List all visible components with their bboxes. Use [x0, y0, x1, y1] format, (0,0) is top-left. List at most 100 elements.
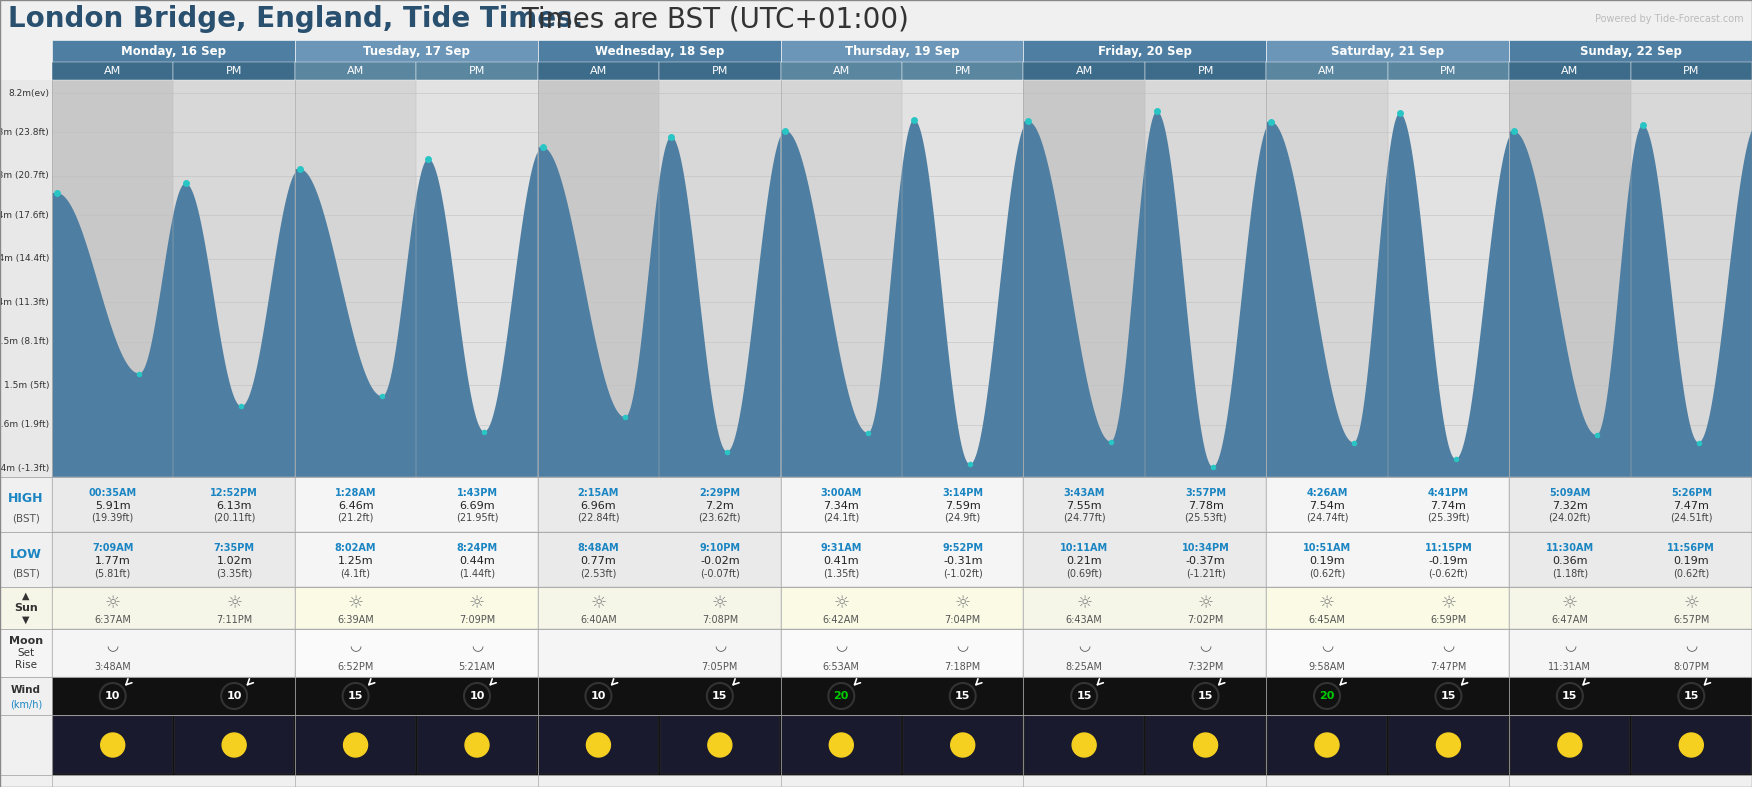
- Text: 7:08PM: 7:08PM: [703, 615, 738, 625]
- Text: 10:34PM: 10:34PM: [1181, 543, 1230, 553]
- Text: ◡: ◡: [1077, 639, 1090, 652]
- Bar: [53, 587, 294, 629]
- Text: ◡: ◡: [1565, 639, 1575, 652]
- Text: ◡: ◡: [1442, 639, 1454, 652]
- Polygon shape: [296, 152, 538, 477]
- Text: 0.36m: 0.36m: [1552, 556, 1587, 566]
- Text: ☼: ☼: [1319, 594, 1335, 612]
- Bar: [294, 532, 538, 587]
- Circle shape: [1558, 733, 1582, 757]
- Bar: [1144, 62, 1267, 80]
- Bar: [53, 629, 294, 677]
- Text: 3.4m (11.3ft): 3.4m (11.3ft): [0, 298, 49, 307]
- Text: 1:43PM: 1:43PM: [457, 488, 498, 498]
- Text: PM: PM: [955, 66, 971, 76]
- Circle shape: [100, 733, 124, 757]
- Text: 9:31AM: 9:31AM: [820, 543, 862, 553]
- Bar: [1023, 80, 1144, 477]
- Circle shape: [223, 733, 245, 757]
- Bar: [781, 62, 902, 80]
- FancyBboxPatch shape: [661, 716, 780, 774]
- FancyBboxPatch shape: [538, 716, 659, 774]
- Circle shape: [706, 683, 732, 709]
- Text: Monday, 16 Sep: Monday, 16 Sep: [121, 45, 226, 57]
- Text: AM: AM: [1076, 66, 1093, 76]
- Text: (1.44ft): (1.44ft): [459, 568, 496, 578]
- Bar: [1267, 62, 1388, 80]
- Text: (1.35ft): (1.35ft): [823, 568, 860, 578]
- Text: (-0.62ft): (-0.62ft): [1428, 568, 1468, 578]
- Text: PM: PM: [1684, 66, 1699, 76]
- Text: (24.1ft): (24.1ft): [823, 513, 860, 523]
- Text: ☼: ☼: [711, 594, 727, 612]
- Bar: [0, 677, 53, 715]
- Bar: [294, 715, 538, 775]
- Bar: [1267, 677, 1508, 715]
- Bar: [53, 40, 294, 62]
- Text: (1.18ft): (1.18ft): [1552, 568, 1587, 578]
- Text: 7:09PM: 7:09PM: [459, 615, 496, 625]
- Bar: [1267, 80, 1388, 477]
- Text: 7:32PM: 7:32PM: [1188, 662, 1223, 672]
- Circle shape: [1435, 683, 1461, 709]
- Text: 15: 15: [711, 691, 727, 701]
- Bar: [53, 80, 173, 477]
- Bar: [173, 80, 294, 477]
- Text: 6.13m: 6.13m: [217, 501, 252, 511]
- Bar: [1023, 715, 1267, 775]
- Text: 7.55m: 7.55m: [1067, 501, 1102, 511]
- Circle shape: [343, 683, 368, 709]
- Bar: [1631, 62, 1752, 80]
- Text: 5:21AM: 5:21AM: [459, 662, 496, 672]
- Text: 15: 15: [1076, 691, 1091, 701]
- Text: ☼: ☼: [1198, 594, 1214, 612]
- FancyBboxPatch shape: [1267, 716, 1388, 774]
- Text: 11:15PM: 11:15PM: [1424, 543, 1472, 553]
- Bar: [1631, 80, 1752, 477]
- Bar: [1144, 80, 1267, 477]
- Bar: [1267, 715, 1508, 775]
- FancyBboxPatch shape: [1025, 716, 1144, 774]
- Circle shape: [587, 733, 610, 757]
- Text: Times are BST (UTC+01:00): Times are BST (UTC+01:00): [513, 6, 909, 33]
- Text: AM: AM: [590, 66, 606, 76]
- Bar: [1508, 677, 1752, 715]
- Text: 7:09AM: 7:09AM: [93, 543, 133, 553]
- Circle shape: [100, 683, 126, 709]
- Text: 7:02PM: 7:02PM: [1188, 615, 1223, 625]
- Circle shape: [221, 683, 247, 709]
- Circle shape: [1437, 733, 1461, 757]
- Text: 1.25m: 1.25m: [338, 556, 373, 566]
- Bar: [1508, 40, 1752, 62]
- Bar: [1508, 532, 1752, 587]
- Text: 6.96m: 6.96m: [580, 501, 617, 511]
- Text: ☼: ☼: [590, 594, 606, 612]
- Bar: [1267, 477, 1508, 532]
- Circle shape: [1072, 733, 1097, 757]
- Text: 6:59PM: 6:59PM: [1430, 615, 1466, 625]
- Text: (0.62ft): (0.62ft): [1309, 568, 1346, 578]
- Bar: [781, 477, 1023, 532]
- Text: 4.4m (14.4ft): 4.4m (14.4ft): [0, 254, 49, 264]
- Bar: [538, 477, 781, 532]
- Text: ☼: ☼: [1561, 594, 1579, 612]
- Text: 7:47PM: 7:47PM: [1430, 662, 1466, 672]
- Text: ◡: ◡: [471, 639, 484, 652]
- Bar: [294, 62, 417, 80]
- Text: LOW: LOW: [11, 548, 42, 560]
- Text: 8.2m(ev): 8.2m(ev): [9, 89, 49, 98]
- Text: (22.84ft): (22.84ft): [576, 513, 620, 523]
- Polygon shape: [1023, 112, 1267, 477]
- Text: 7:35PM: 7:35PM: [214, 543, 254, 553]
- Text: 7.54m: 7.54m: [1309, 501, 1346, 511]
- Text: 6:39AM: 6:39AM: [336, 615, 373, 625]
- Text: 10: 10: [590, 691, 606, 701]
- Text: 0.4m (-1.3ft): 0.4m (-1.3ft): [0, 464, 49, 473]
- FancyBboxPatch shape: [902, 716, 1023, 774]
- FancyBboxPatch shape: [781, 716, 901, 774]
- Text: 9:58AM: 9:58AM: [1309, 662, 1346, 672]
- Text: Sunday, 22 Sep: Sunday, 22 Sep: [1580, 45, 1682, 57]
- Bar: [1508, 477, 1752, 532]
- Text: 8:02AM: 8:02AM: [335, 543, 377, 553]
- Text: 10:51AM: 10:51AM: [1303, 543, 1351, 553]
